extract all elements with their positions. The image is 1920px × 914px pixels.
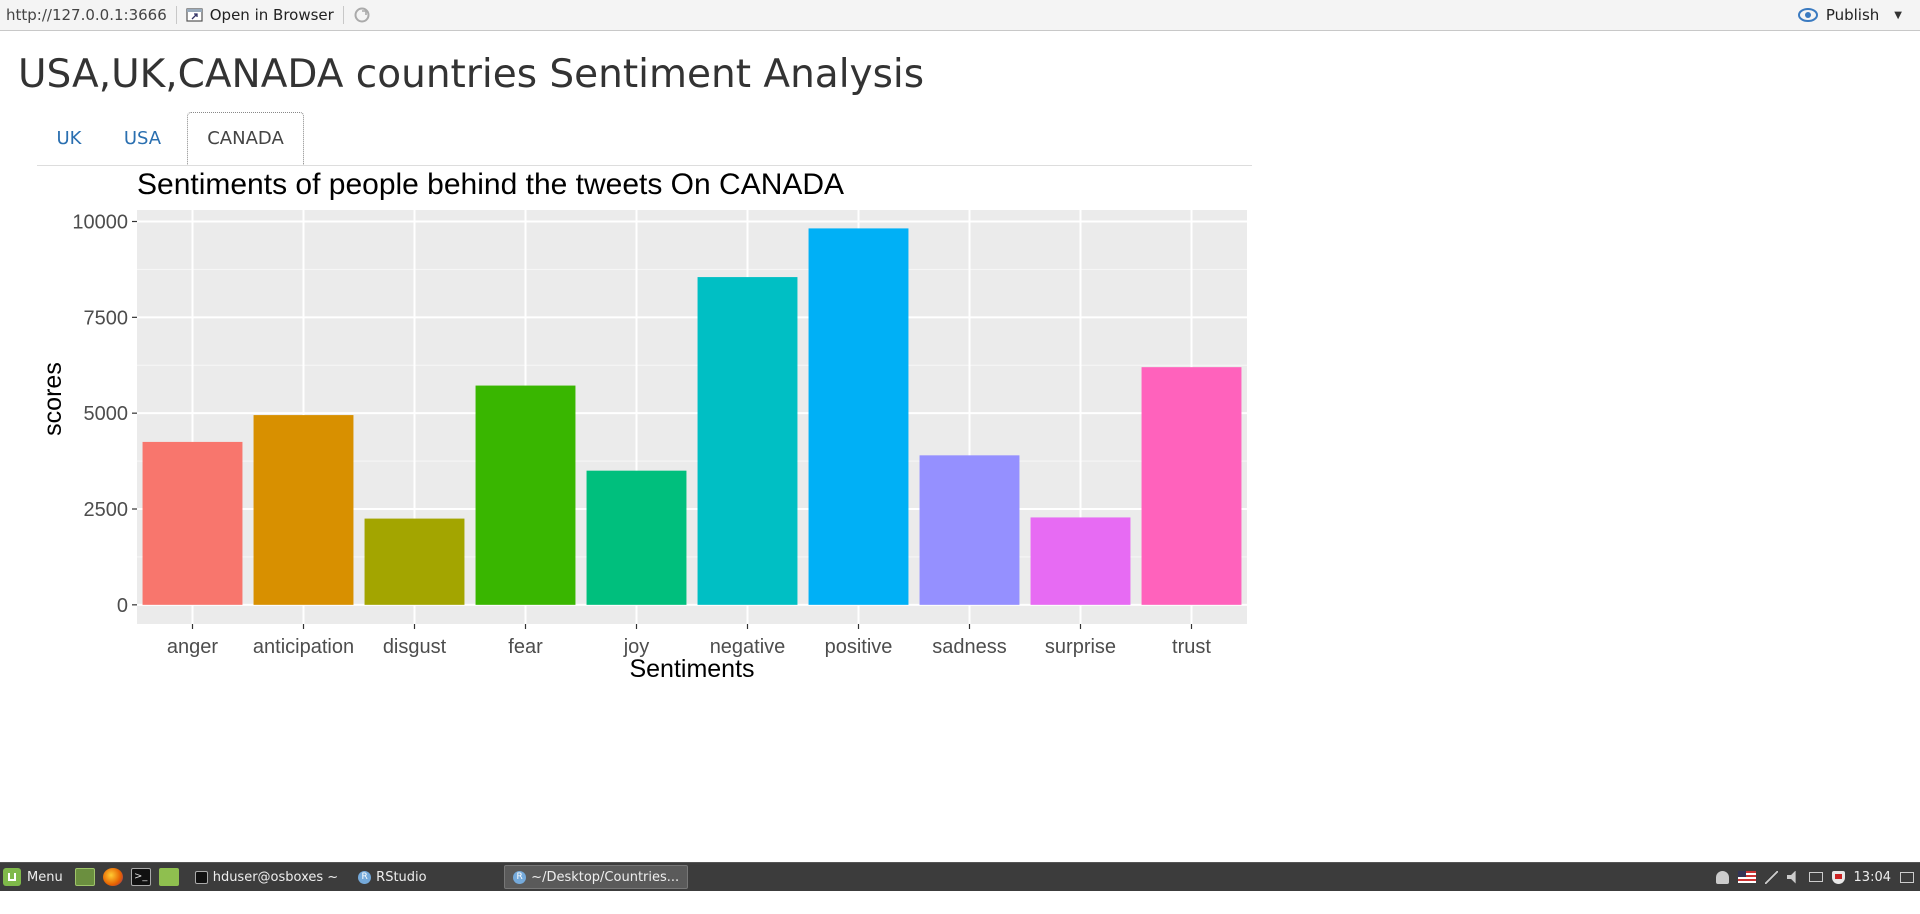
update-shield-icon[interactable] bbox=[1831, 870, 1845, 884]
y-tick-label: 2500 bbox=[84, 499, 129, 521]
x-tick-label: anger bbox=[167, 636, 218, 658]
bar-disgust bbox=[364, 518, 465, 605]
x-tick-label: sadness bbox=[932, 636, 1007, 658]
workspace-icon[interactable] bbox=[1900, 871, 1914, 883]
task-terminal[interactable]: hduser@osboxes ~ bbox=[187, 865, 346, 889]
chevron-down-icon[interactable]: ▼ bbox=[1894, 9, 1902, 21]
publish-icon bbox=[1797, 8, 1818, 22]
y-tick-label: 5000 bbox=[84, 403, 129, 425]
x-tick-label: fear bbox=[508, 636, 543, 658]
viewer-toolbar: http://127.0.0.1:3666 Open in Browser Pu… bbox=[0, 0, 1920, 31]
rstudio-icon: R bbox=[358, 870, 372, 884]
volume-icon[interactable] bbox=[1786, 870, 1796, 884]
x-tick-label: surprise bbox=[1045, 636, 1116, 658]
network-icon[interactable] bbox=[1764, 870, 1778, 884]
toolbar-divider bbox=[342, 6, 344, 24]
x-tick-label: trust bbox=[1172, 636, 1211, 658]
open-in-browser-button[interactable]: Open in Browser bbox=[186, 6, 334, 24]
x-tick-label: disgust bbox=[383, 636, 447, 658]
tab-uk[interactable]: UK bbox=[56, 128, 82, 149]
task-label: ~/Desktop/Countries... bbox=[531, 869, 680, 885]
publish-button[interactable]: Publish ▼ bbox=[1797, 0, 1902, 30]
files-icon[interactable] bbox=[158, 868, 179, 886]
bar-negative bbox=[697, 277, 798, 605]
menu-label: Menu bbox=[27, 869, 63, 885]
bar-joy bbox=[586, 470, 687, 605]
start-menu-button[interactable]: Menu bbox=[0, 868, 71, 886]
rstudio-icon: R bbox=[513, 870, 527, 884]
bar-trust bbox=[1141, 367, 1242, 605]
y-tick-label: 10000 bbox=[72, 212, 128, 234]
open-in-browser-icon bbox=[186, 8, 203, 22]
taskbar: Menu >_ hduser@osboxes ~ R RStudio R ~/D… bbox=[0, 862, 1920, 891]
x-axis-title: Sentiments bbox=[629, 655, 754, 683]
terminal-icon bbox=[194, 870, 208, 884]
bar-positive bbox=[808, 228, 909, 605]
tab-usa[interactable]: USA bbox=[123, 128, 162, 149]
page-title: USA,UK,CANADA countries Sentiment Analys… bbox=[18, 52, 925, 97]
y-axis-title: scores bbox=[39, 362, 67, 436]
show-desktop-icon[interactable] bbox=[74, 868, 95, 886]
tab-bar: UK USA CANADA bbox=[37, 112, 1252, 166]
task-shiny-app[interactable]: R ~/Desktop/Countries... bbox=[504, 865, 689, 889]
bar-anticipation bbox=[253, 415, 354, 605]
x-tick-label: anticipation bbox=[253, 636, 354, 658]
system-tray: 13:04 bbox=[1715, 863, 1914, 891]
sentiment-bar-chart: Sentiments of people behind the tweets O… bbox=[39, 168, 1247, 683]
user-icon[interactable] bbox=[1715, 870, 1729, 884]
open-in-browser-label: Open in Browser bbox=[209, 6, 334, 24]
terminal-icon[interactable]: >_ bbox=[130, 868, 151, 886]
bar-sadness bbox=[919, 455, 1020, 605]
screen-bottom-area bbox=[0, 891, 1920, 914]
tab-canada[interactable]: CANADA bbox=[187, 112, 304, 165]
bar-surprise bbox=[1030, 517, 1131, 605]
firefox-icon[interactable] bbox=[102, 868, 123, 886]
toolbar-divider bbox=[175, 6, 177, 24]
task-label: hduser@osboxes ~ bbox=[212, 869, 339, 885]
x-tick-label: negative bbox=[710, 636, 786, 658]
y-tick-label: 0 bbox=[117, 595, 128, 617]
x-tick-label: positive bbox=[825, 636, 893, 658]
x-tick-label: joy bbox=[623, 636, 650, 658]
y-tick-label: 7500 bbox=[84, 307, 129, 329]
bar-fear bbox=[475, 385, 576, 605]
bar-anger bbox=[142, 441, 243, 605]
mint-logo-icon bbox=[3, 868, 21, 886]
clock[interactable]: 13:04 bbox=[1853, 869, 1891, 885]
refresh-icon[interactable] bbox=[353, 6, 371, 24]
task-label: RStudio bbox=[376, 869, 427, 885]
y-axis: 0 2500 5000 7500 10000 bbox=[72, 212, 137, 617]
publish-label: Publish bbox=[1825, 6, 1880, 24]
keyboard-layout-flag-icon[interactable] bbox=[1737, 871, 1756, 883]
battery-icon[interactable] bbox=[1808, 872, 1823, 882]
chart-title: Sentiments of people behind the tweets O… bbox=[137, 168, 844, 201]
bars bbox=[142, 228, 1242, 605]
task-rstudio[interactable]: R RStudio bbox=[350, 865, 500, 889]
viewer-url: http://127.0.0.1:3666 bbox=[6, 6, 167, 24]
x-axis: anger anticipation disgust fear joy negative p… bbox=[167, 624, 1211, 658]
